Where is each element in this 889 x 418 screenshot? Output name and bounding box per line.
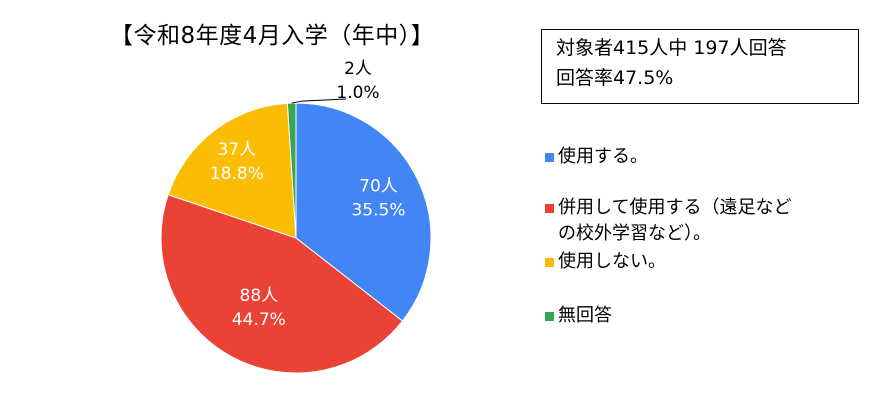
pie-slice-2 bbox=[160, 194, 404, 374]
slice-percent-label: 18.8% bbox=[210, 164, 264, 184]
slice-label-4: 2人 1.0% bbox=[336, 59, 379, 103]
slice-percent-label: 1.0% bbox=[336, 83, 379, 103]
leader-line bbox=[291, 98, 347, 104]
legend-label: 無回答 bbox=[558, 305, 612, 326]
slice-percent-label: 35.5% bbox=[351, 201, 405, 221]
pie-slice-3 bbox=[167, 102, 297, 239]
slice-count-label: 88人 bbox=[240, 286, 279, 306]
pie-slice-4 bbox=[286, 102, 297, 239]
legend-swatch bbox=[545, 312, 554, 321]
legend-item-2: 併用して使用する（遠足など の校外学習など）。 bbox=[545, 195, 791, 247]
slice-label-2: 88人 44.7% bbox=[232, 286, 286, 330]
legend-item-1: 使用する。 bbox=[545, 144, 648, 170]
slice-percent-label: 44.7% bbox=[232, 310, 286, 330]
legend-swatch bbox=[545, 258, 554, 267]
slice-count-label: 37人 bbox=[218, 140, 257, 160]
slice-label-3: 37人 18.8% bbox=[210, 140, 264, 184]
legend-swatch bbox=[545, 153, 554, 162]
legend-swatch bbox=[545, 204, 554, 213]
chart-title: 【令和8年度4月入学（年中）】 bbox=[110, 23, 435, 49]
slice-count-label: 70人 bbox=[359, 177, 398, 197]
legend-item-3: 使用しない。 bbox=[545, 249, 666, 275]
summary-line-response-rate: 回答率47.5% bbox=[556, 67, 674, 89]
pie-slice-1 bbox=[295, 102, 432, 322]
legend-label: 使用しない。 bbox=[558, 251, 666, 272]
legend-item-4: 無回答 bbox=[545, 303, 612, 329]
response-summary-box: 対象者415人中 197人回答 回答率47.5% bbox=[541, 29, 859, 104]
slice-label-1: 70人 35.5% bbox=[351, 177, 405, 221]
legend-label: 併用して使用する（遠足など の校外学習など）。 bbox=[558, 197, 792, 244]
slice-count-label: 2人 bbox=[344, 59, 372, 79]
legend-label: 使用する。 bbox=[558, 146, 648, 167]
summary-line-respondents: 対象者415人中 197人回答 bbox=[556, 37, 787, 59]
